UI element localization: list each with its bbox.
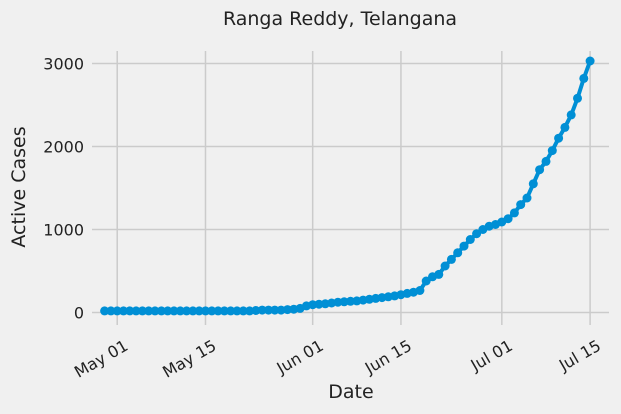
data-point (264, 305, 273, 315)
grid (92, 51, 609, 325)
data-point (219, 306, 229, 316)
y-axis-label: Active Cases (8, 126, 30, 247)
data-point (213, 306, 223, 316)
data-point (459, 241, 469, 251)
y-tick-label: 2000 (43, 137, 84, 156)
data-point (106, 306, 116, 316)
data-point (434, 269, 444, 279)
x-tick-label: Jun 01 (273, 336, 327, 378)
data-point (226, 306, 236, 316)
data-point (125, 306, 135, 316)
x-axis-label: Date (328, 381, 373, 403)
data-point (207, 306, 217, 316)
data-point (188, 306, 198, 316)
x-tick-label: Jul 15 (555, 336, 604, 375)
series-line (102, 59, 593, 313)
data-point (137, 306, 147, 316)
data-point (453, 248, 463, 258)
data-point (156, 306, 166, 316)
data-point (541, 156, 551, 166)
data-point (585, 56, 595, 66)
data-point (522, 193, 532, 203)
data-point (175, 306, 185, 316)
data-point (119, 306, 128, 316)
data-point (182, 306, 192, 316)
data-point (566, 110, 576, 120)
data-point (257, 305, 267, 315)
x-tick-label: May 15 (159, 336, 219, 382)
data-point (144, 306, 154, 316)
data-point (465, 235, 475, 244)
data-point (270, 305, 280, 315)
x-tick-labels: May 01 May 15 Jun 01 Jun 15 Jul 01 Jul 15 (71, 336, 604, 382)
series-active-cases (100, 56, 595, 316)
data-point (573, 93, 582, 103)
x-tick-label: Jun 15 (361, 336, 415, 378)
data-point (446, 254, 456, 264)
x-tick-label: May 01 (71, 336, 131, 382)
data-point (232, 306, 242, 316)
data-point (440, 261, 450, 271)
data-point (554, 133, 564, 143)
data-point (528, 179, 538, 189)
data-point (169, 306, 179, 316)
x-tick-label: Jul 01 (467, 336, 516, 375)
data-point (276, 305, 286, 315)
y-tick-label: 3000 (43, 54, 84, 73)
data-point (150, 306, 160, 316)
chart-title: Ranga Reddy, Telangana (223, 8, 457, 30)
data-point (535, 165, 545, 175)
y-tick-label: 1000 (43, 221, 84, 240)
data-point (112, 306, 122, 316)
data-point (194, 306, 204, 316)
data-point (560, 122, 570, 132)
y-tick-labels: 0 1000 2000 3000 (43, 54, 84, 322)
y-tick-label: 0 (74, 304, 84, 323)
data-point (547, 146, 557, 156)
data-point (163, 306, 173, 316)
data-point (503, 214, 513, 224)
data-point (415, 286, 425, 295)
data-point (516, 200, 526, 210)
data-point (509, 208, 519, 218)
data-point (201, 306, 210, 316)
data-point (579, 73, 589, 83)
data-point (131, 306, 141, 316)
data-point (238, 306, 248, 316)
data-point (100, 306, 110, 316)
